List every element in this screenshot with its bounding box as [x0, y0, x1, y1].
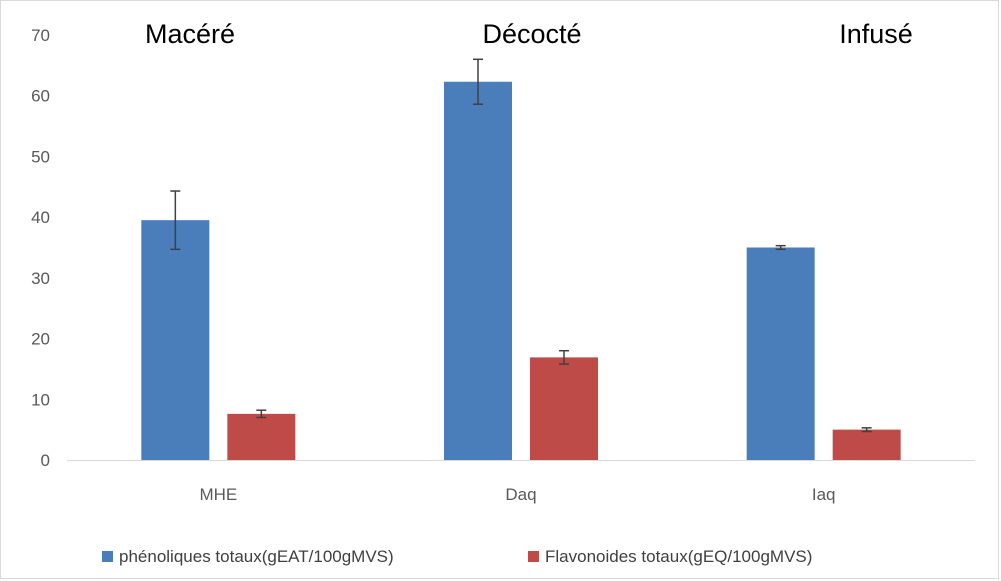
bar-flavonoides-iaq [832, 429, 901, 460]
bar-flavonoides-mhe [227, 413, 296, 460]
group-title: Décocté [482, 19, 581, 49]
y-tick-label: 20 [31, 330, 50, 349]
error-bar-phenoliques-iaq [775, 244, 786, 251]
bars [141, 81, 901, 460]
y-tick-label: 0 [41, 451, 50, 470]
bar-phenoliques-mhe [141, 220, 210, 460]
x-tick-labels: MHE Daq Iaq [199, 485, 835, 504]
x-tick-label: Daq [505, 485, 536, 504]
error-bar-phenoliques-mhe [170, 190, 181, 251]
error-bar-phenoliques-daq [473, 58, 483, 105]
error-bar-flavonoides-daq [559, 349, 569, 365]
y-tick-label: 40 [31, 208, 50, 227]
legend-swatch [528, 551, 539, 562]
y-tick-label: 70 [31, 26, 50, 45]
legend-label: Flavonoides totaux(gEQ/100gMVS) [545, 547, 812, 566]
group-titles: Macéré Décocté Infusé [145, 19, 913, 49]
y-tick-label: 10 [31, 390, 50, 409]
error-bar-flavonoides-mhe [256, 409, 267, 419]
bar-phenoliques-iaq [746, 247, 815, 460]
legend-label: phénoliques totaux(gEAT/100gMVS) [119, 547, 394, 566]
group-title: Macéré [145, 19, 235, 49]
y-tick-label: 50 [31, 147, 50, 166]
error-bars [170, 58, 872, 433]
x-tick-label: Iaq [812, 485, 836, 504]
group-title: Infusé [839, 19, 913, 49]
error-bar-flavonoides-iaq [861, 427, 872, 433]
legend: phénoliques totaux(gEAT/100gMVS) Flavonoi… [102, 547, 812, 566]
legend-swatch [102, 551, 113, 562]
bar-phenoliques-daq [444, 81, 512, 460]
y-tick-label: 30 [31, 269, 50, 288]
y-tick-label: 60 [31, 87, 50, 106]
bar-flavonoides-daq [530, 357, 598, 460]
y-tick-labels: 0 10 20 30 40 50 60 70 [31, 26, 50, 470]
x-tick-label: MHE [199, 485, 237, 504]
